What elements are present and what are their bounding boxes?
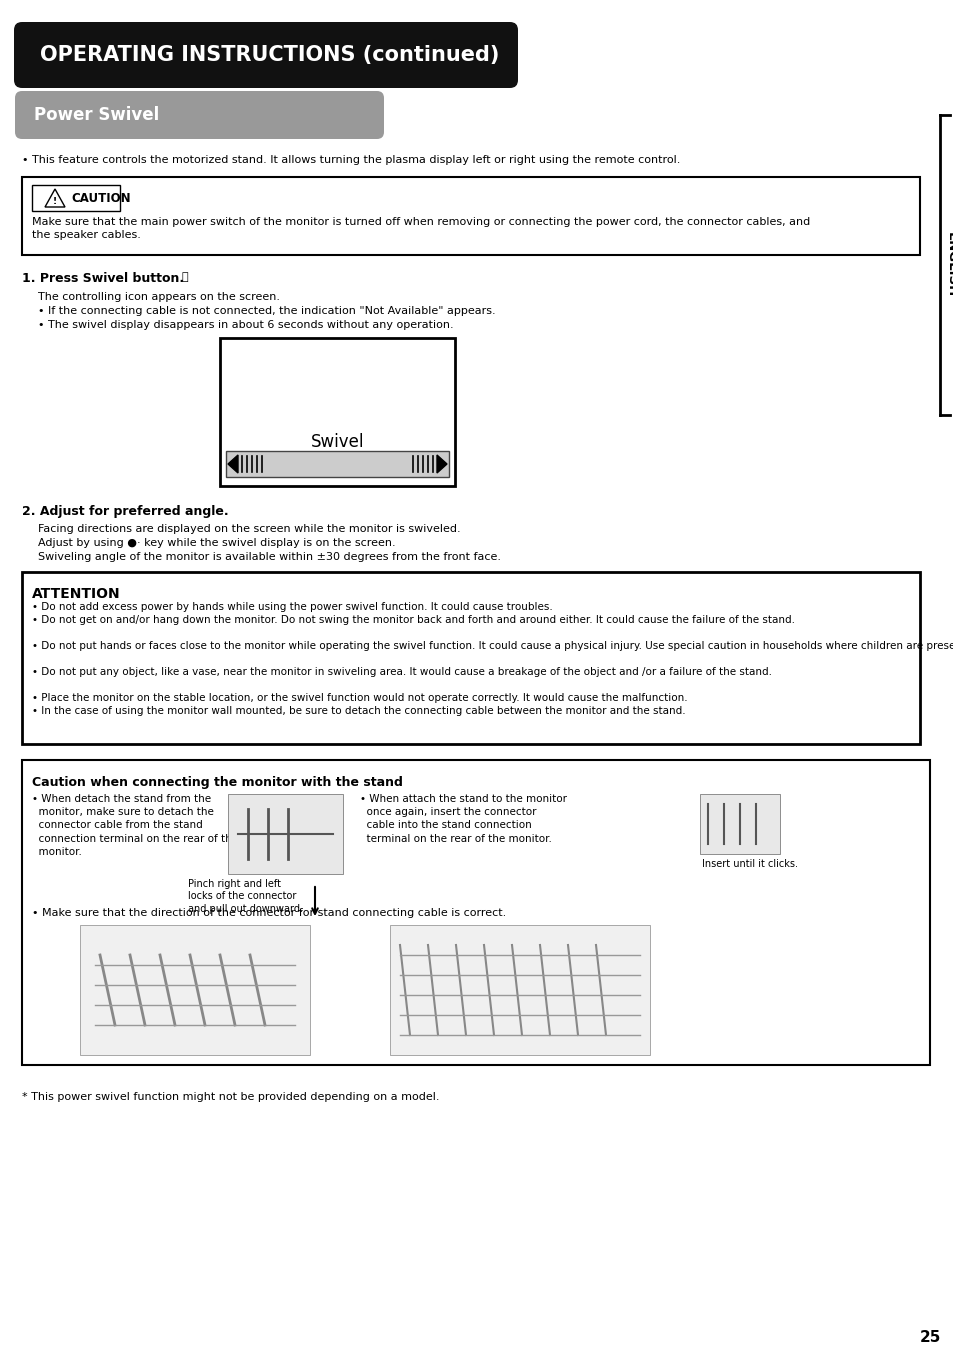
Text: ENGLISH: ENGLISH — [943, 232, 953, 297]
Text: • This feature controls the motorized stand. It allows turning the plasma displa: • This feature controls the motorized st… — [22, 155, 679, 165]
Text: * This power swivel function might not be provided depending on a model.: * This power swivel function might not b… — [22, 1092, 439, 1102]
Bar — [700, 794, 780, 854]
Bar — [220, 338, 455, 486]
Bar — [80, 925, 310, 1055]
Text: Adjust by using ●· key while the swivel display is on the screen.: Adjust by using ●· key while the swivel … — [38, 538, 395, 549]
Text: 25: 25 — [919, 1331, 940, 1346]
Text: • Place the monitor on the stable location, or the swivel function would not ope: • Place the monitor on the stable locati… — [32, 693, 687, 703]
Text: Caution when connecting the monitor with the stand: Caution when connecting the monitor with… — [32, 775, 402, 789]
Text: ⓐ: ⓐ — [182, 272, 189, 282]
Text: Insert until it clicks.: Insert until it clicks. — [701, 859, 797, 869]
Polygon shape — [436, 455, 447, 473]
Text: • In the case of using the monitor wall mounted, be sure to detach the connectin: • In the case of using the monitor wall … — [32, 707, 685, 716]
Text: • When attach the stand to the monitor
  once again, insert the connector
  cabl: • When attach the stand to the monitor o… — [359, 794, 566, 843]
Text: ATTENTION: ATTENTION — [32, 586, 120, 601]
Text: Make sure that the main power switch of the monitor is turned off when removing : Make sure that the main power switch of … — [32, 218, 809, 240]
Bar — [226, 451, 449, 477]
Bar — [32, 185, 120, 211]
Bar — [22, 761, 929, 1065]
Text: • The swivel display disappears in about 6 seconds without any operation.: • The swivel display disappears in about… — [38, 320, 453, 330]
Text: 2. Adjust for preferred angle.: 2. Adjust for preferred angle. — [22, 505, 229, 517]
Text: !: ! — [52, 196, 57, 205]
Text: • When detach the stand from the
  monitor, make sure to detach the
  connector : • When detach the stand from the monitor… — [32, 794, 238, 857]
Text: • If the connecting cable is not connected, the indication "Not Available" appea: • If the connecting cable is not connect… — [38, 305, 496, 316]
Text: The controlling icon appears on the screen.: The controlling icon appears on the scre… — [38, 292, 280, 303]
Bar — [390, 925, 649, 1055]
Text: • Do not put any object, like a vase, near the monitor in swiveling area. It wou: • Do not put any object, like a vase, ne… — [32, 667, 771, 677]
Bar — [22, 177, 919, 255]
Polygon shape — [45, 189, 65, 207]
FancyBboxPatch shape — [14, 22, 517, 88]
Text: Pinch right and left
locks of the connector
and pull out downward.: Pinch right and left locks of the connec… — [188, 880, 303, 913]
Text: Swivel: Swivel — [311, 434, 364, 451]
FancyBboxPatch shape — [15, 91, 384, 139]
Text: • Make sure that the direction of the connector for stand connecting cable is co: • Make sure that the direction of the co… — [32, 908, 506, 917]
Text: Swiveling angle of the monitor is available within ±30 degrees from the front fa: Swiveling angle of the monitor is availa… — [38, 553, 500, 562]
Bar — [22, 571, 919, 744]
Text: • Do not put hands or faces close to the monitor while operating the swivel func: • Do not put hands or faces close to the… — [32, 640, 953, 651]
Text: Facing directions are displayed on the screen while the monitor is swiveled.: Facing directions are displayed on the s… — [38, 524, 460, 534]
Text: 1. Press Swivel button.: 1. Press Swivel button. — [22, 272, 184, 285]
Polygon shape — [228, 455, 237, 473]
Bar — [228, 794, 343, 874]
Text: • Do not add excess power by hands while using the power swivel function. It cou: • Do not add excess power by hands while… — [32, 603, 552, 612]
Text: • Do not get on and/or hang down the monitor. Do not swing the monitor back and : • Do not get on and/or hang down the mon… — [32, 615, 794, 626]
Text: CAUTION: CAUTION — [71, 192, 131, 204]
Text: OPERATING INSTRUCTIONS (continued): OPERATING INSTRUCTIONS (continued) — [40, 45, 498, 65]
Text: Power Swivel: Power Swivel — [34, 105, 159, 124]
